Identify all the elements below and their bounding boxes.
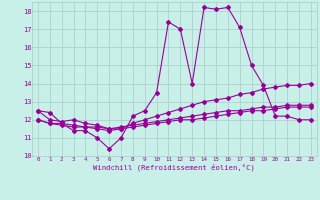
X-axis label: Windchill (Refroidissement éolien,°C): Windchill (Refroidissement éolien,°C) (93, 163, 255, 171)
